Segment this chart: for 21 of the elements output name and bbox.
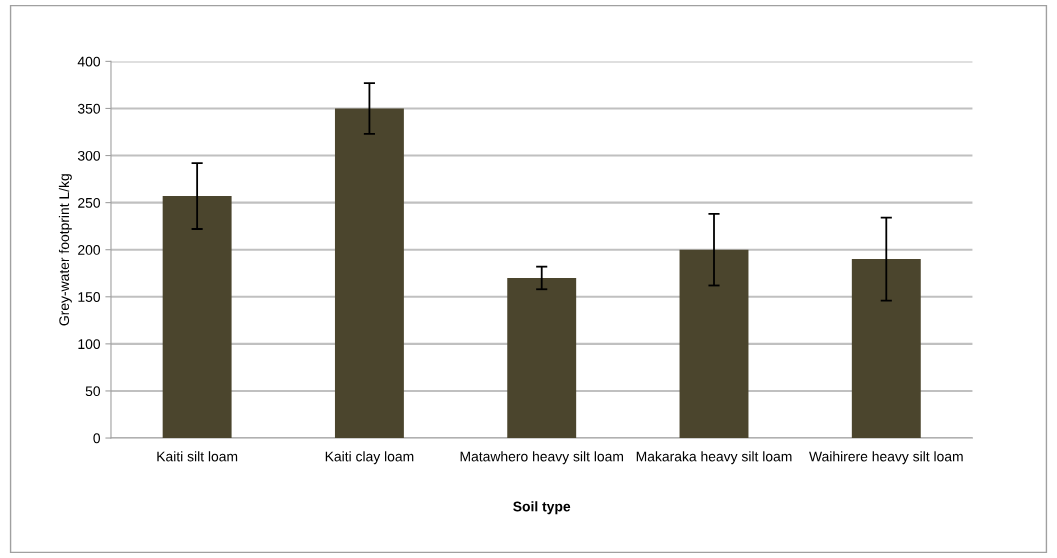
y-tick-label: 200 [78, 245, 101, 255]
bar [507, 277, 577, 439]
y-tick-label: 100 [78, 339, 101, 350]
y-tick-label: 250 [78, 197, 101, 208]
y-tick-label: 0 [93, 433, 101, 444]
bar [679, 249, 749, 439]
y-tick-label: 350 [77, 103, 101, 114]
x-tick-label: Kaiti silt loam [157, 451, 238, 462]
x-tick-label: Matawhero heavy silt loam [460, 451, 624, 465]
y-tick-label: 150 [78, 292, 101, 302]
x-tick-label: Makaraka heavy silt loam [636, 451, 792, 465]
bar [162, 196, 232, 439]
x-axis-title: Soil type [513, 501, 571, 515]
x-tick-label: Kaiti clay loam [325, 451, 414, 465]
y-tick-label: 400 [77, 56, 101, 67]
y-tick-label: 300 [77, 150, 101, 161]
y-tick-label: 50 [85, 386, 101, 397]
x-tick-label: Waihirere heavy silt loam [809, 451, 963, 465]
bar [851, 259, 921, 439]
bar [334, 108, 404, 439]
y-axis-title: Grey-water footprint L/kg [58, 174, 72, 326]
